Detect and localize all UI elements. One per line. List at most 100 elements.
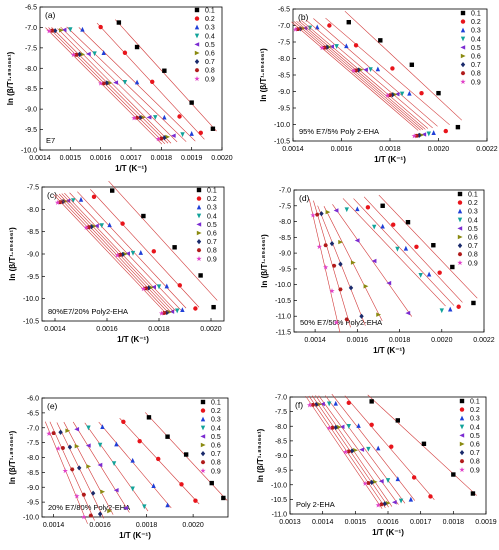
y-axis-label: ln (β/T¹·⁸⁹⁴⁶⁶¹) <box>8 430 17 484</box>
data-point <box>320 401 325 407</box>
y-tick-label: -10.5 <box>23 319 39 326</box>
data-point <box>313 402 319 408</box>
legend-marker <box>457 226 463 231</box>
data-point <box>146 115 152 120</box>
legend-marker <box>459 441 465 447</box>
x-tick-label: 0.0019 <box>181 155 203 162</box>
data-point <box>97 511 103 517</box>
legend-entry: 0.9 <box>471 79 481 86</box>
legend-entry: 0.3 <box>470 416 480 423</box>
fit-line <box>53 194 166 313</box>
data-point <box>46 28 52 34</box>
data-point <box>371 258 377 264</box>
data-point <box>407 90 412 96</box>
y-axis-label: ln (β/T¹·⁸⁹⁴⁶⁶¹) <box>256 428 265 482</box>
data-point <box>94 223 99 229</box>
fit-line <box>84 422 149 512</box>
data-point <box>378 479 384 484</box>
legend-marker <box>460 19 466 24</box>
data-point <box>74 443 80 449</box>
data-point <box>74 493 80 499</box>
legend-marker <box>457 252 463 257</box>
data-point <box>130 486 135 492</box>
panel-label: (b) <box>298 12 309 22</box>
data-point <box>142 504 147 510</box>
data-point <box>403 245 409 251</box>
data-point <box>164 309 169 316</box>
legend-entry: 0.6 <box>468 235 478 242</box>
legend: 0.10.2 0.30.4 0.5 0.60.7 0.80.9 <box>194 8 215 83</box>
data-point <box>134 44 140 50</box>
data-point <box>165 502 170 508</box>
legend-marker <box>200 460 206 465</box>
y-tick-label: -7.0 <box>275 395 287 402</box>
fit-line <box>332 204 413 317</box>
data-point <box>390 66 395 71</box>
data-point <box>348 285 354 291</box>
data-point <box>151 284 156 290</box>
x-axis-label: 1/T (K⁻¹) <box>374 155 406 164</box>
data-point <box>59 28 64 33</box>
data-point <box>70 467 75 472</box>
legend-entry: 0.1 <box>470 399 480 406</box>
y-tick-label: -8.0 <box>275 424 287 431</box>
data-point <box>354 238 360 243</box>
data-point <box>153 115 158 120</box>
data-point <box>395 246 400 252</box>
data-point <box>379 502 384 507</box>
legend-marker <box>196 248 202 253</box>
legend-entry: 0.9 <box>207 256 217 263</box>
x-tick-label: 0.0015 <box>345 519 367 526</box>
x-axis-label: 1/T (K⁻¹) <box>117 335 149 344</box>
y-tick-label: -10.0 <box>271 482 287 489</box>
fit-line <box>64 192 176 311</box>
y-tick-label: -7.5 <box>275 409 287 416</box>
fit-line <box>293 21 421 131</box>
data-point <box>158 310 165 316</box>
data-point <box>329 241 335 247</box>
data-point <box>137 115 143 121</box>
data-point <box>310 402 316 407</box>
y-tick-label: -11.0 <box>276 314 292 321</box>
data-point <box>315 24 320 30</box>
data-point <box>221 495 226 501</box>
data-point <box>387 93 393 98</box>
x-tick-label: 0.0013 <box>279 519 301 526</box>
legend-entry: 0.7 <box>211 451 221 458</box>
data-point <box>455 124 461 130</box>
panel-label: (c) <box>47 190 57 200</box>
y-tick-label: -7.5 <box>27 185 39 192</box>
data-point <box>395 476 400 482</box>
fit-line <box>353 198 455 306</box>
x-tick-label: 0.0017 <box>120 155 142 162</box>
legend-marker <box>196 230 202 236</box>
legend-entry: 0.6 <box>471 54 481 61</box>
data-point <box>394 91 400 97</box>
data-point <box>180 132 185 138</box>
data-point <box>121 419 126 424</box>
data-point <box>329 288 335 294</box>
fit-line <box>313 200 351 328</box>
data-point <box>90 490 96 496</box>
x-tick-label: 0.0014 <box>282 146 304 153</box>
fit-line <box>45 27 163 145</box>
data-point <box>49 28 55 33</box>
data-point <box>83 224 89 230</box>
chart-panel: 0.0014 0.0016 0.0018 0.0020 -10.5 -10.0 -9.5 -9… <box>8 180 225 344</box>
data-point <box>62 468 68 474</box>
data-point <box>151 483 156 488</box>
data-point <box>170 133 176 138</box>
legend-marker <box>194 68 200 73</box>
legend-entry: 0.8 <box>207 248 217 255</box>
data-point <box>334 44 339 49</box>
fit-line <box>331 393 416 501</box>
data-point <box>414 133 419 138</box>
legend-marker <box>194 42 200 47</box>
panel-annotation: E7 <box>46 136 55 145</box>
data-point <box>365 205 371 210</box>
chart-panel: 0.0014 0.0015 0.0016 0.0017 0.0018 0.0019 0.00… <box>6 5 233 174</box>
x-tick-label: 0.0016 <box>89 522 111 529</box>
fit-line <box>108 180 218 301</box>
fit-line <box>56 194 169 313</box>
legend-entry: 0.5 <box>468 226 478 233</box>
